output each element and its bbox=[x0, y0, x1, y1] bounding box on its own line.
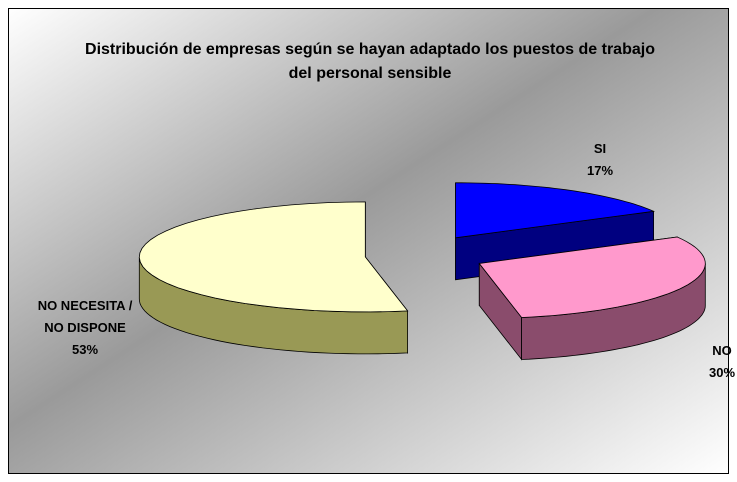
value-label: 30% bbox=[708, 365, 736, 380]
slice-top bbox=[455, 182, 656, 239]
slice-top bbox=[478, 236, 706, 318]
data-label: NO 30% bbox=[662, 340, 737, 384]
chart-title: Distribución de empresas según se hayan … bbox=[85, 41, 655, 82]
category-label: SI bbox=[593, 141, 607, 156]
value-label: 53% bbox=[71, 342, 99, 357]
category-label: NO NECESITA / NO DISPONE bbox=[37, 298, 133, 335]
value-label: 17% bbox=[586, 163, 614, 178]
data-label: SI 17% bbox=[540, 138, 660, 182]
pie bbox=[138, 182, 706, 361]
data-label: NO NECESITA / NO DISPONE 53% bbox=[25, 295, 145, 361]
slice-top bbox=[138, 201, 409, 313]
category-label: NO bbox=[712, 343, 732, 358]
